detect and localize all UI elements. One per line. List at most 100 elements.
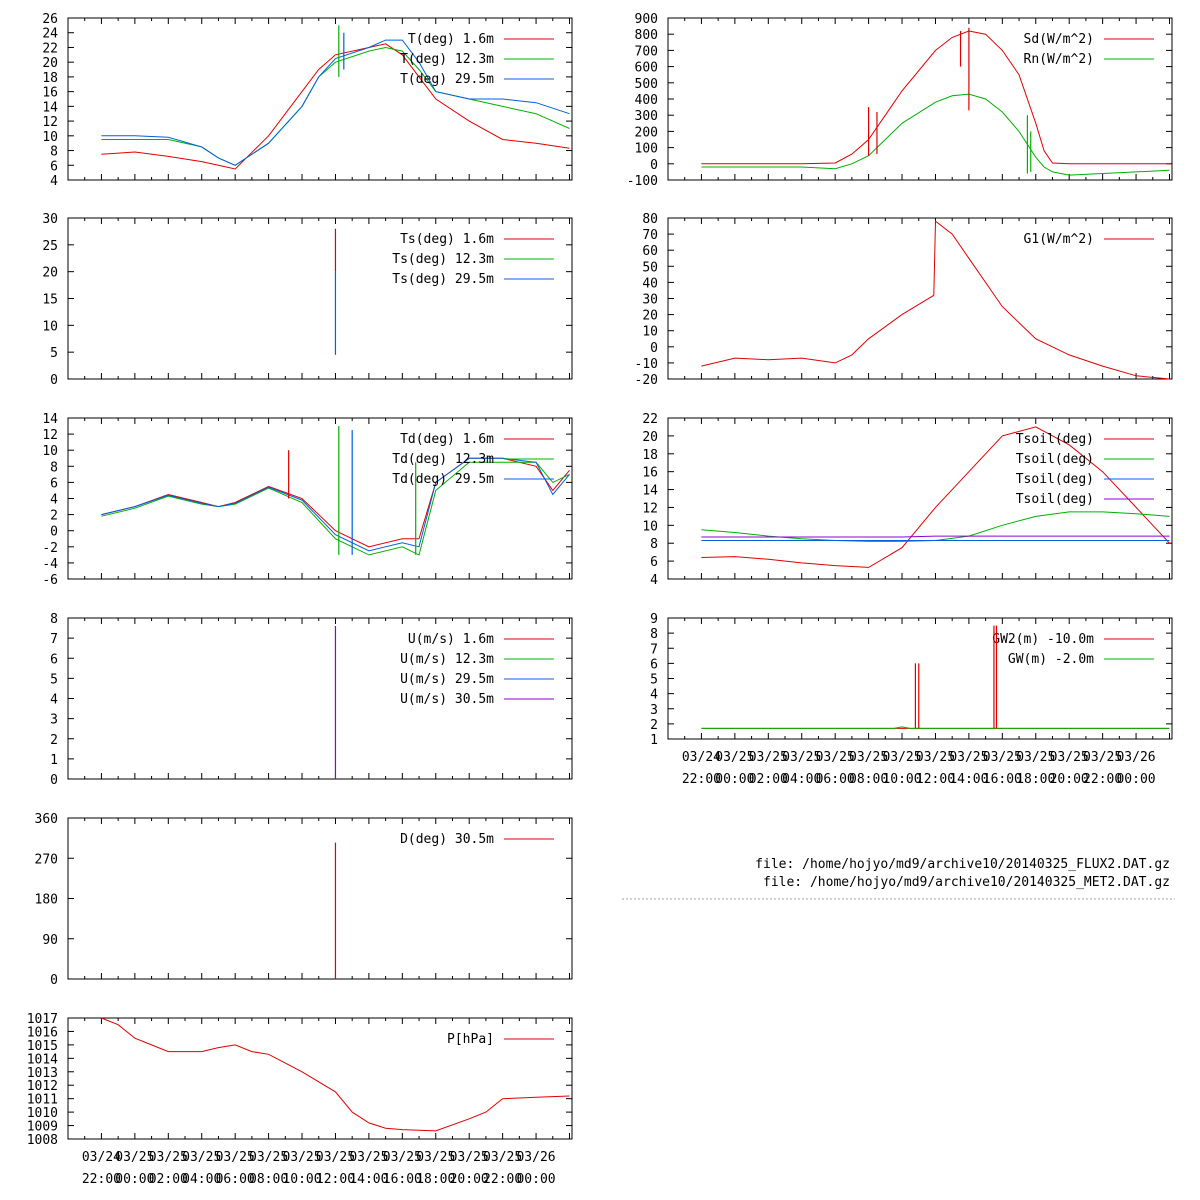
legend-label: Tsoil(deg) [1016, 472, 1094, 487]
y-tick-label: 7 [50, 632, 58, 647]
y-tick-label: 2 [50, 509, 58, 524]
y-tick-label: 100 [635, 142, 658, 157]
x-time-label: 00:00 [516, 1172, 555, 1187]
legend-label: Sd(W/m^2) [1024, 32, 1094, 47]
x-time-label: 20:00 [1050, 772, 1089, 787]
y-tick-label: 1013 [27, 1066, 58, 1081]
x-time-label: 02:00 [149, 1172, 188, 1187]
x-date-label: 03/25 [149, 1150, 188, 1165]
legend-label: Td(deg) 1.6m [400, 432, 494, 447]
y-tick-label: 22 [42, 41, 58, 56]
y-tick-label: 0 [50, 973, 58, 988]
y-tick-label: 60 [642, 244, 658, 259]
y-tick-label: 4 [650, 688, 658, 703]
legend-label: Tsoil(deg) [1016, 432, 1094, 447]
x-date-label: 03/25 [216, 1150, 255, 1165]
y-tick-label: 4 [650, 573, 658, 588]
x-date-label: 03/25 [916, 750, 955, 765]
y-tick-label: 0 [50, 373, 58, 388]
x-date-label: 03/25 [949, 750, 988, 765]
y-tick-label: 18 [42, 71, 58, 86]
plot-frame [67, 417, 573, 580]
x-date-label: 03/24 [682, 750, 721, 765]
y-tick-label: 70 [642, 228, 658, 243]
x-time-label: 12:00 [316, 1172, 355, 1187]
plot-frame [67, 17, 573, 181]
x-date-label: 03/24 [82, 1150, 121, 1165]
y-tick-label: 1011 [27, 1093, 58, 1108]
y-tick-label: 700 [635, 44, 658, 59]
x-date-label: 03/25 [782, 750, 821, 765]
y-tick-label: 40 [642, 276, 658, 291]
y-tick-label: 7 [650, 642, 658, 657]
y-tick-label: 9 [650, 612, 658, 627]
y-tick-label: 5 [50, 672, 58, 687]
x-date-label: 03/25 [882, 750, 921, 765]
y-tick-label: -6 [42, 573, 58, 588]
x-time-label: 16:00 [983, 772, 1022, 787]
y-tick-label: 80 [642, 212, 658, 227]
file-label: file: /home/hojyo/md9/archive10/20140325… [755, 857, 1170, 872]
x-time-label: 08:00 [249, 1172, 288, 1187]
x-date-label: 03/25 [115, 1150, 154, 1165]
legend-label: GW(m) -2.0m [1008, 652, 1094, 667]
x-time-label: 06:00 [216, 1172, 255, 1187]
y-tick-label: 6 [50, 159, 58, 174]
y-tick-label: 4 [50, 693, 58, 708]
y-tick-label: 6 [650, 555, 658, 570]
x-date-label: 03/25 [1050, 750, 1089, 765]
x-time-label: 08:00 [849, 772, 888, 787]
chart-u: 0 1 2 3 4 5 6 7 8 U(m/s) 1.6m U(m/s) 12.3m U(m/s) 2… [50, 612, 573, 788]
x-date-label: 03/25 [1016, 750, 1055, 765]
x-date-label: 03/25 [416, 1150, 455, 1165]
x-time-label: 14:00 [349, 1172, 388, 1187]
x-time-label: 12:00 [916, 772, 955, 787]
y-tick-label: 2 [650, 718, 658, 733]
y-tick-label: 0 [650, 158, 658, 173]
legend-label: Tsoil(deg) [1016, 492, 1094, 507]
y-tick-label: 20 [642, 309, 658, 324]
series-line-2 [101, 46, 570, 166]
y-tick-label: 1015 [27, 1039, 58, 1054]
x-time-label: 22:00 [483, 1172, 522, 1187]
y-tick-label: -10 [635, 357, 658, 372]
x-date-label: 03/25 [849, 750, 888, 765]
y-tick-label: 18 [642, 448, 658, 463]
y-tick-label: 30 [42, 212, 58, 227]
y-tick-label: -100 [627, 174, 658, 189]
x-date-label: 03/25 [249, 1150, 288, 1165]
y-tick-label: 270 [35, 852, 58, 867]
x-date-label: 03/26 [516, 1150, 555, 1165]
x-date-label: 03/26 [1116, 750, 1155, 765]
y-tick-label: 10 [642, 519, 658, 534]
y-tick-label: 8 [50, 612, 58, 627]
y-tick-label: 4 [50, 174, 58, 189]
legend-label: Rn(W/m^2) [1024, 52, 1094, 67]
plot-frame [67, 817, 573, 980]
y-tick-label: 4 [50, 493, 58, 508]
y-tick-label: 20 [42, 56, 58, 71]
y-tick-label: 6 [50, 476, 58, 491]
x-date-label: 03/25 [983, 750, 1022, 765]
legend-label: Ts(deg) 12.3m [392, 252, 494, 267]
legend-label: P[hPa] [447, 1032, 494, 1047]
legend-label: U(m/s) 1.6m [408, 632, 494, 647]
x-time-label: 18:00 [416, 1172, 455, 1187]
y-tick-label: -2 [42, 541, 58, 556]
x-date-label: 03/25 [749, 750, 788, 765]
y-tick-label: 8 [650, 627, 658, 642]
y-tick-label: 1008 [27, 1133, 58, 1148]
x-time-label: 14:00 [949, 772, 988, 787]
y-tick-label: 25 [42, 239, 58, 254]
plot-frame [667, 17, 1173, 181]
y-tick-label: 8 [50, 145, 58, 160]
plot-frame [667, 417, 1173, 580]
y-tick-label: 0 [50, 525, 58, 540]
y-tick-label: 16 [42, 86, 58, 101]
legend-label: U(m/s) 12.3m [400, 652, 494, 667]
legend-label: D(deg) 30.5m [400, 832, 494, 847]
y-tick-label: -20 [635, 373, 658, 388]
